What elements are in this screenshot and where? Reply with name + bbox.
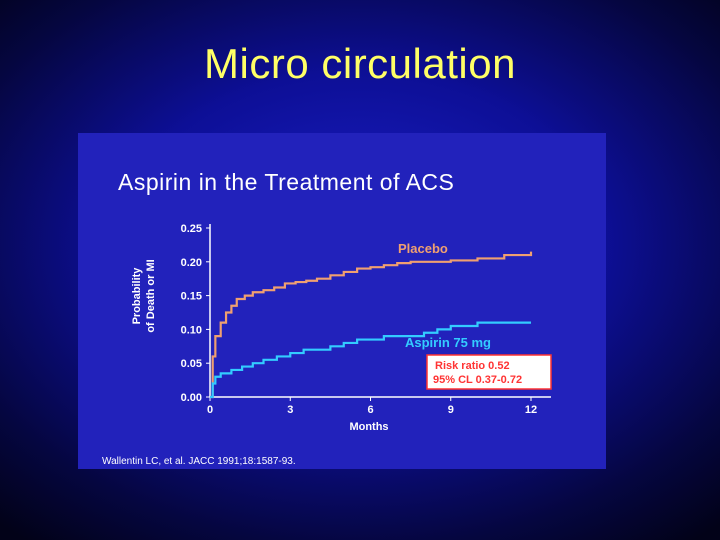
x-axis-label: Months xyxy=(349,421,388,433)
y-tick-label: 0.10 xyxy=(181,324,202,336)
line-chart: Aspirin in the Treatment of ACS Probabil… xyxy=(102,169,552,467)
series xyxy=(210,251,533,399)
x-tick-label: 3 xyxy=(287,404,293,416)
series-label-aspirin: Aspirin 75 mg xyxy=(405,335,491,350)
risk-ratio-box xyxy=(426,354,552,390)
series-label-placebo: Placebo xyxy=(398,241,448,256)
y-tick-label: 0.05 xyxy=(181,358,202,370)
risk-ratio-line2: 95% CL 0.37-0.72 xyxy=(433,374,522,386)
x-tick-label: 0 xyxy=(207,404,213,416)
x-tick-label: 6 xyxy=(367,404,373,416)
y-tick-label: 0.20 xyxy=(181,257,202,269)
axes xyxy=(209,224,551,398)
risk-ratio-line1: Risk ratio 0.52 xyxy=(435,360,510,372)
x-tick-label: 12 xyxy=(525,404,537,416)
y-axis-label-line2: of Death or MI xyxy=(145,259,157,332)
series-line-placebo xyxy=(210,251,533,399)
y-axis-label-line1: Probability xyxy=(131,267,143,325)
chart-title: Aspirin in the Treatment of ACS xyxy=(118,169,454,195)
chart-panel: Aspirin in the Treatment of ACS Probabil… xyxy=(78,133,606,469)
y-tick-label: 0.25 xyxy=(181,223,202,235)
slide-title: Micro circulation xyxy=(204,40,516,87)
y-tick-label: 0.15 xyxy=(181,291,202,303)
x-tick-label: 9 xyxy=(448,404,454,416)
source-citation: Wallentin LC, et al. JACC 1991;18:1587-9… xyxy=(102,456,296,467)
ticks: 0 3 6 9 12 0.00 0.05 0.10 0.15 0.20 0.25 xyxy=(181,223,538,416)
series-line-aspirin xyxy=(210,321,531,399)
y-tick-label: 0.00 xyxy=(181,392,202,404)
